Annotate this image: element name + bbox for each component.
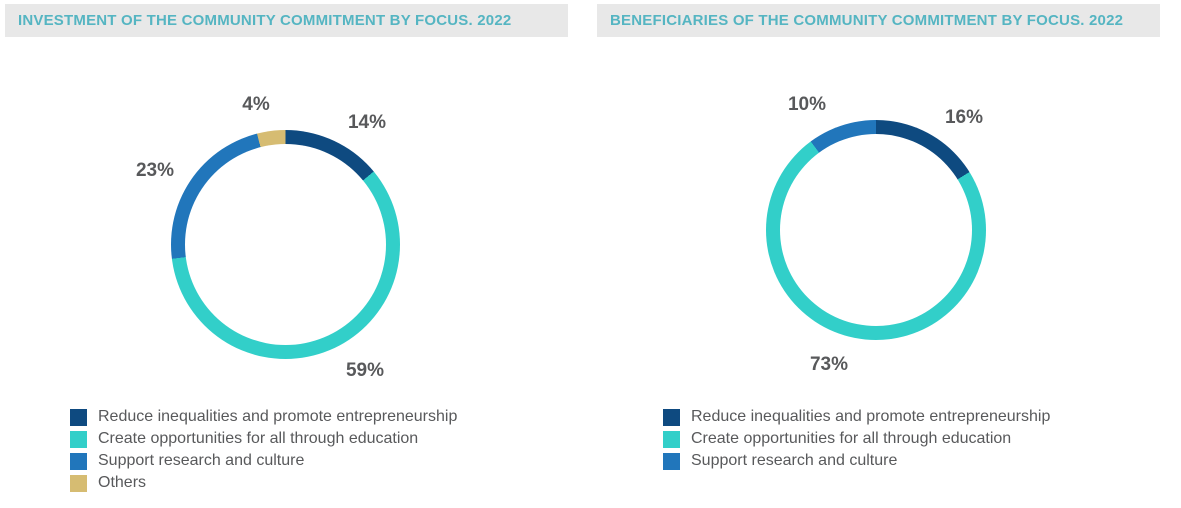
beneficiaries-chart-title: BENEFICIARIES OF THE COMMUNITY COMMITMEN… bbox=[610, 12, 1124, 29]
legend-item: Support research and culture bbox=[70, 450, 457, 472]
legend-item: Reduce inequalities and promote entrepre… bbox=[663, 406, 1050, 428]
legend-item: Others bbox=[70, 472, 457, 494]
beneficiaries-donut-chart bbox=[766, 120, 986, 340]
data-label-investment-support-research: 23% bbox=[135, 160, 175, 181]
investment-donut-chart bbox=[171, 130, 400, 359]
legend-swatch-tan bbox=[70, 474, 87, 492]
legend-swatch-teal bbox=[70, 430, 87, 448]
legend-label: Reduce inequalities and promote entrepre… bbox=[98, 408, 458, 425]
legend-swatch-teal bbox=[663, 430, 680, 448]
donut-hole bbox=[185, 144, 386, 345]
legend-label: Support research and culture bbox=[98, 452, 305, 469]
legend-label: Support research and culture bbox=[691, 452, 898, 469]
legend-swatch-navy bbox=[70, 408, 87, 426]
data-label-beneficiaries-create-opportunities: 73% bbox=[809, 354, 849, 375]
beneficiaries-chart-title-bar: BENEFICIARIES OF THE COMMUNITY COMMITMEN… bbox=[597, 4, 1160, 37]
legend-item: Reduce inequalities and promote entrepre… bbox=[70, 406, 457, 428]
data-label-beneficiaries-support-research: 10% bbox=[787, 94, 827, 115]
legend-swatch-navy bbox=[663, 408, 680, 426]
legend-item: Create opportunities for all through edu… bbox=[70, 428, 457, 450]
legend-item: Create opportunities for all through edu… bbox=[663, 428, 1050, 450]
legend-label: Create opportunities for all through edu… bbox=[691, 430, 1012, 447]
legend-swatch-blue bbox=[663, 452, 680, 470]
data-label-investment-reduce-inequalities: 14% bbox=[347, 112, 387, 133]
legend-item: Support research and culture bbox=[663, 450, 1050, 472]
legend-swatch-blue bbox=[70, 452, 87, 470]
donut-hole bbox=[780, 134, 972, 326]
investment-chart-title-bar: INVESTMENT OF THE COMMUNITY COMMITMENT B… bbox=[5, 4, 568, 37]
legend-label: Reduce inequalities and promote entrepre… bbox=[691, 408, 1051, 425]
data-label-investment-create-opportunities: 59% bbox=[345, 360, 385, 381]
legend-label: Others bbox=[98, 474, 147, 491]
beneficiaries-legend: Reduce inequalities and promote entrepre… bbox=[663, 406, 1050, 472]
investment-chart-title: INVESTMENT OF THE COMMUNITY COMMITMENT B… bbox=[18, 12, 512, 29]
investment-legend: Reduce inequalities and promote entrepre… bbox=[70, 406, 457, 494]
data-label-beneficiaries-reduce-inequalities: 16% bbox=[944, 107, 984, 128]
legend-label: Create opportunities for all through edu… bbox=[98, 430, 419, 447]
data-label-investment-others: 4% bbox=[242, 94, 270, 115]
